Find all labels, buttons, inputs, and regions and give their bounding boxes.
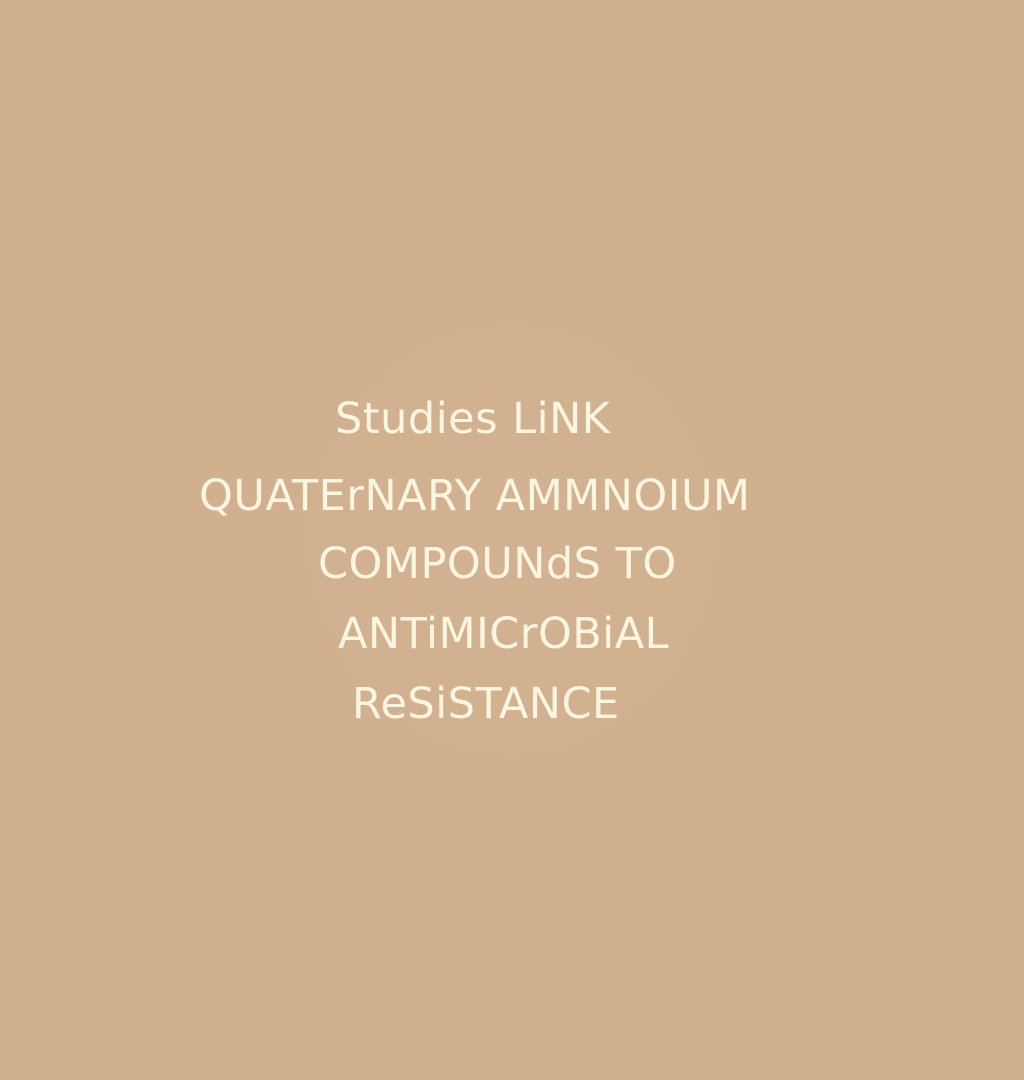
- headline-line-5: ReSiSTANCE: [352, 679, 620, 729]
- headline-line-2: QUATErNARY AMMNOIUM: [199, 471, 751, 521]
- headline-line-1: Studies LiNK: [335, 394, 611, 444]
- headline-line-3: COMPOUNdS TO: [318, 539, 677, 589]
- headline-line-4: ANTiMICrOBiAL: [338, 609, 670, 659]
